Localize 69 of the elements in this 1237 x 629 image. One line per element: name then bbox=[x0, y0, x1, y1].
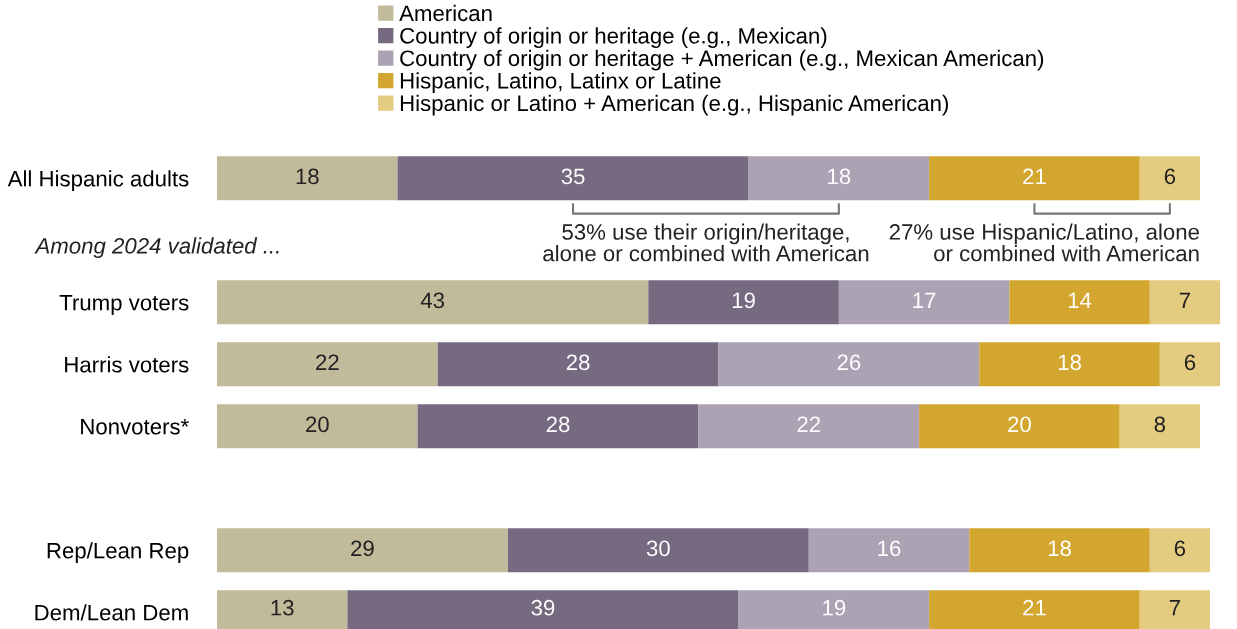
annotation: 27% use Hispanic/Latino, alone or combined with American bbox=[889, 223, 1199, 262]
bar bbox=[217, 280, 649, 325]
y-tick-label: Harris voters bbox=[65, 356, 189, 373]
bar bbox=[808, 528, 970, 573]
bar bbox=[397, 156, 749, 201]
data-label: 18 bbox=[1058, 354, 1081, 371]
data-label: 21 bbox=[1023, 599, 1046, 616]
bar bbox=[1159, 342, 1220, 387]
data-label: 18 bbox=[1048, 540, 1071, 557]
bar bbox=[838, 280, 1010, 325]
y-tick-label: Trump voters bbox=[59, 295, 189, 315]
legend-label: Hispanic or Latino + American (e.g., Hispanic American) bbox=[400, 94, 948, 116]
bar bbox=[417, 404, 699, 449]
bar bbox=[648, 280, 839, 325]
bar bbox=[437, 342, 719, 387]
data-label: 30 bbox=[646, 540, 670, 557]
data-label: 35 bbox=[561, 168, 585, 185]
y-tick-label: All Hispanic adults bbox=[7, 170, 189, 191]
y-tick-label: Rep/Lean Rep bbox=[47, 542, 189, 563]
data-label: 18 bbox=[828, 168, 851, 185]
annotation: Among 2024 validated ... bbox=[34, 237, 279, 259]
bar bbox=[979, 342, 1160, 387]
data-label: 28 bbox=[566, 354, 590, 371]
bar bbox=[507, 528, 809, 573]
data-label: 22 bbox=[316, 354, 339, 371]
legend-label: Hispanic, Latino, Latinx or Latine bbox=[400, 72, 721, 94]
bar bbox=[1149, 528, 1210, 573]
data-label: 29 bbox=[351, 540, 374, 557]
data-label: 22 bbox=[797, 416, 821, 433]
bar bbox=[217, 156, 398, 201]
bar bbox=[698, 404, 920, 449]
data-label: 13 bbox=[271, 599, 294, 616]
bar bbox=[1139, 156, 1200, 201]
bar bbox=[217, 404, 418, 449]
bar bbox=[1119, 404, 1200, 449]
data-label: 6 bbox=[1174, 540, 1186, 557]
annotation: 53% use their origin/heritage, alone or combined with American bbox=[543, 223, 869, 262]
y-tick-label: Dem/Lean Dem bbox=[35, 604, 188, 621]
data-label: 19 bbox=[823, 599, 846, 616]
bar bbox=[217, 528, 508, 573]
data-label: 6 bbox=[1184, 354, 1196, 371]
bar bbox=[929, 156, 1140, 201]
data-label: 20 bbox=[306, 416, 329, 433]
y-tick-label: Nonvoters* bbox=[81, 419, 189, 435]
bar bbox=[217, 342, 438, 387]
bar bbox=[919, 404, 1120, 449]
bar bbox=[748, 156, 930, 201]
data-label: 28 bbox=[546, 416, 570, 433]
data-label: 19 bbox=[732, 292, 755, 309]
data-label: 14 bbox=[1068, 292, 1092, 309]
legend-label: Country of origin or heritage + American (e.g., Mexican American) bbox=[400, 49, 1044, 71]
bar bbox=[1149, 280, 1220, 325]
data-label: 21 bbox=[1023, 168, 1046, 185]
data-label: 39 bbox=[531, 599, 555, 616]
data-label: 16 bbox=[878, 540, 901, 557]
legend-label: Country of origin or heritage (e.g., Mexican) bbox=[400, 27, 827, 49]
data-label: 7 bbox=[1169, 600, 1180, 616]
legend-label: American bbox=[399, 4, 492, 22]
bar bbox=[718, 342, 980, 387]
data-label: 20 bbox=[1008, 416, 1031, 433]
data-label: 8 bbox=[1154, 416, 1166, 433]
data-label: 43 bbox=[420, 292, 445, 309]
data-label: 18 bbox=[296, 168, 319, 185]
data-label: 6 bbox=[1164, 168, 1176, 185]
bar bbox=[1009, 280, 1150, 325]
data-label: 26 bbox=[837, 354, 861, 371]
data-label: 17 bbox=[913, 292, 936, 309]
data-label: 7 bbox=[1179, 292, 1190, 309]
bar bbox=[969, 528, 1150, 573]
